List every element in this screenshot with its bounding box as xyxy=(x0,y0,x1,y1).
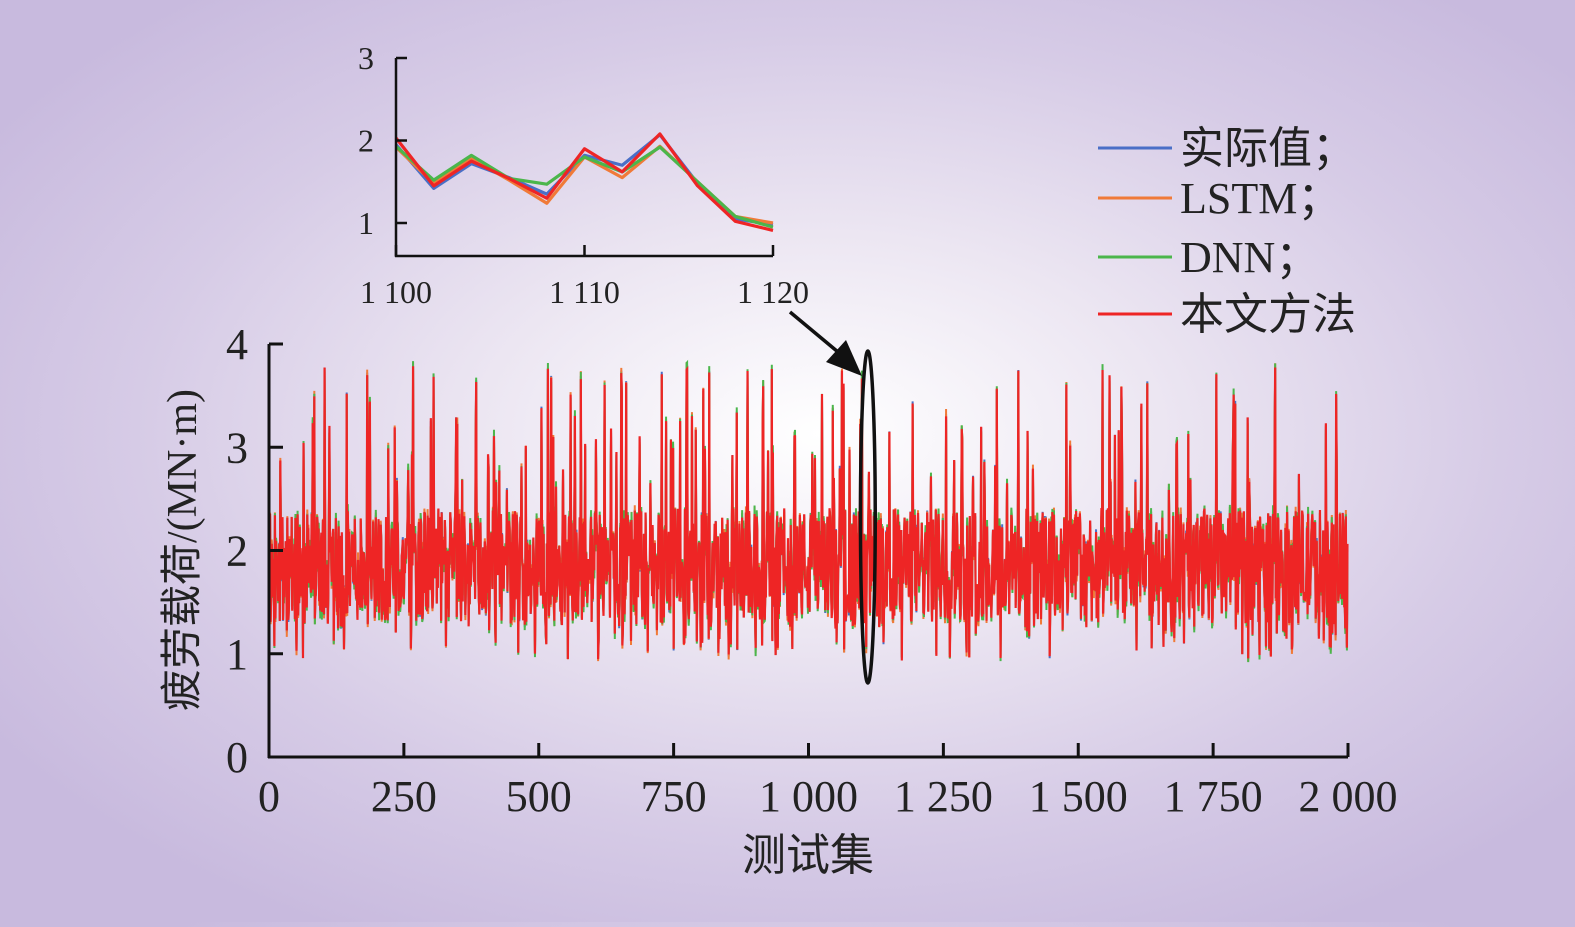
zoom-arrow-head xyxy=(826,340,862,376)
legend-label: 本文方法 xyxy=(1180,290,1356,339)
main-x-tick-label: 250 xyxy=(371,772,437,821)
main-y-tick-label: 4 xyxy=(226,320,248,369)
inset-x-tick-label: 1 100 xyxy=(360,274,432,310)
main-x-tick-label: 2 000 xyxy=(1299,772,1398,821)
zoom-annotation xyxy=(788,310,877,685)
main-x-tick-label: 1 000 xyxy=(759,772,858,821)
inset-y-tick-label: 3 xyxy=(358,40,374,76)
main-y-tick-label: 3 xyxy=(226,423,248,472)
main-x-tick-label: 1 250 xyxy=(894,772,993,821)
inset-plot-series xyxy=(394,132,774,232)
legend-label: LSTM； xyxy=(1180,174,1341,223)
main-series-line-3 xyxy=(267,365,1349,661)
highlight-ellipse xyxy=(858,349,877,685)
main-y-tick-label: 0 xyxy=(226,733,248,782)
main-x-tick-label: 1 750 xyxy=(1164,772,1263,821)
main-y-tick-label: 2 xyxy=(226,527,248,576)
main-plot-series xyxy=(267,359,1349,663)
inset-series-line-3 xyxy=(394,132,774,232)
inset-x-tick-label: 1 120 xyxy=(737,274,809,310)
main-x-tick-label: 500 xyxy=(506,772,572,821)
main-x-tick-label: 750 xyxy=(641,772,707,821)
legend-label: DNN； xyxy=(1180,233,1319,282)
zoom-arrow-line xyxy=(788,310,840,354)
main-x-tick-label: 1 500 xyxy=(1029,772,1128,821)
x-axis-label: 测试集 xyxy=(742,831,874,880)
inset-plot-axes: 1 2 3 1 100 1 110 1 120 xyxy=(358,40,809,310)
inset-x-tick-label: 1 110 xyxy=(549,274,620,310)
main-y-tick-label: 1 xyxy=(226,630,248,679)
inset-y-tick-label: 1 xyxy=(358,205,374,241)
y-axis-label: 疲劳载荷/(MN·m) xyxy=(160,389,206,711)
legend: 实际值；LSTM； DNN； 本文方法 xyxy=(1098,124,1356,339)
main-plot-axes: 0 250 500 750 1 000 1 250 1 500 1 750 2 000 0 1 2 3 4 xyxy=(226,320,1398,821)
inset-y-tick-label: 2 xyxy=(358,123,374,159)
legend-label: 实际值； xyxy=(1180,124,1356,173)
inset-series-line-2 xyxy=(394,145,774,229)
main-x-tick-label: 0 xyxy=(258,772,280,821)
